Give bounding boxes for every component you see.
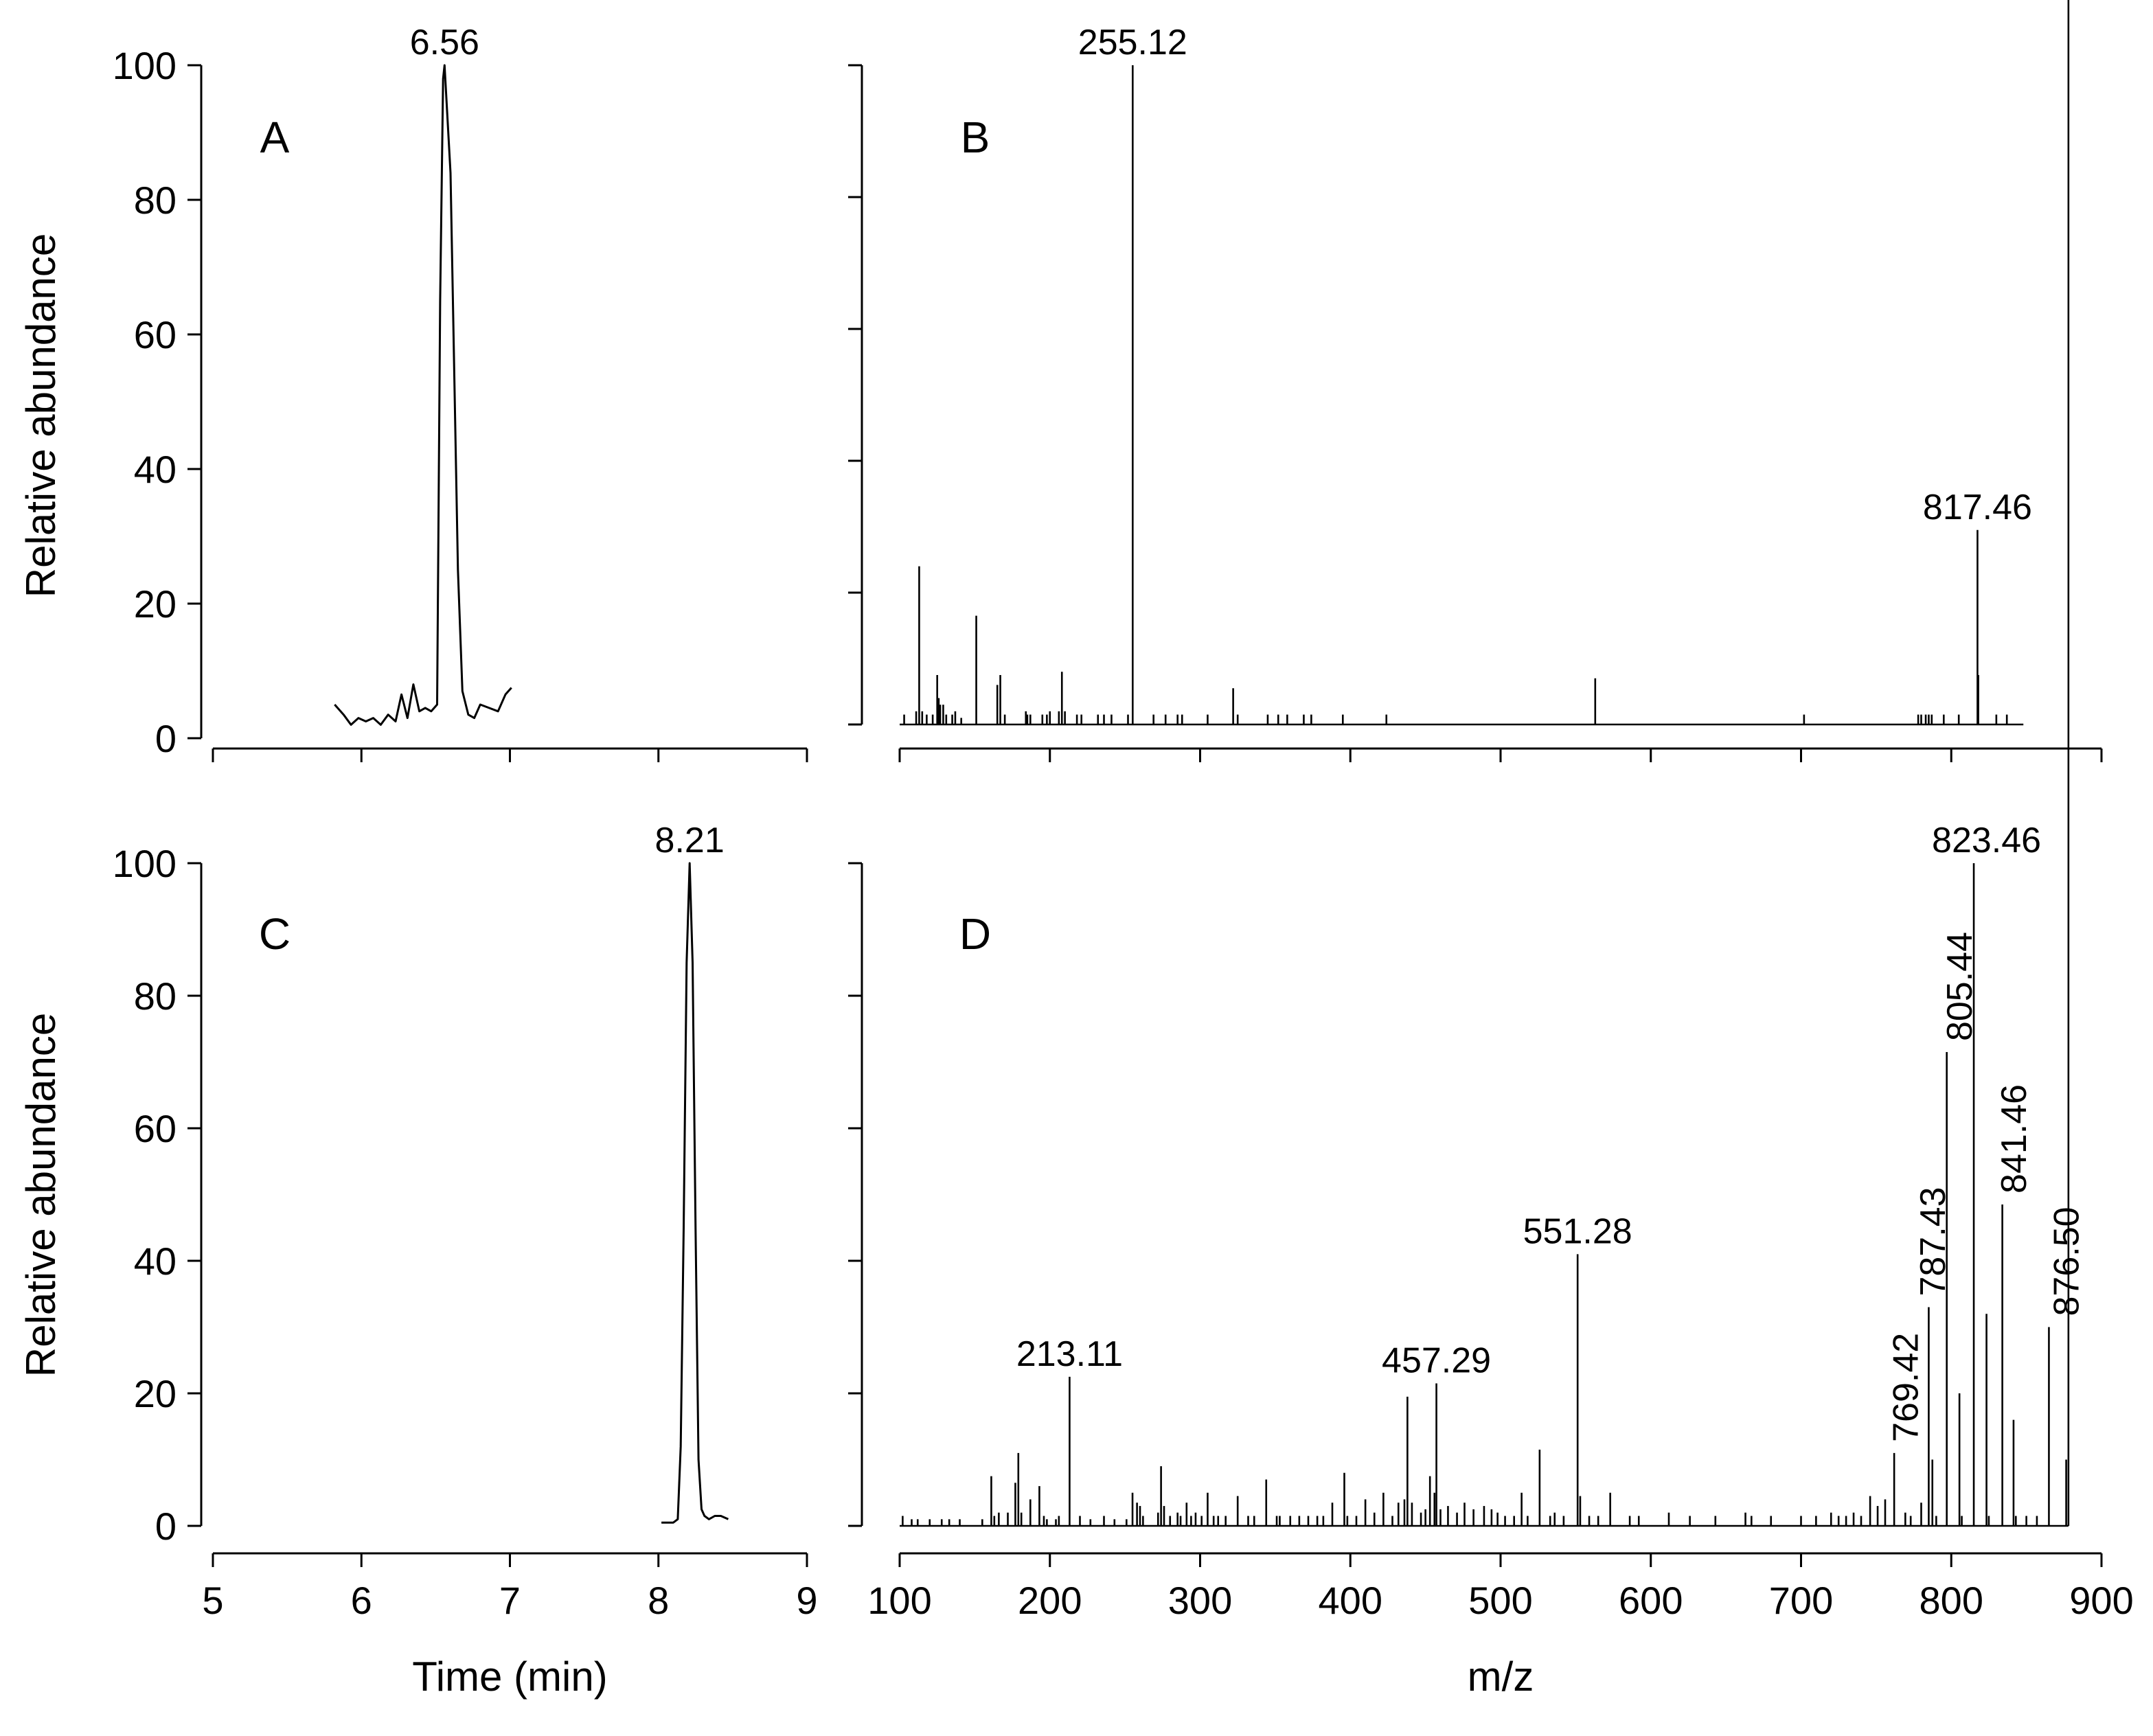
x-tick-label-c: 8 bbox=[648, 1579, 669, 1622]
x-tick-label-c: 6 bbox=[351, 1579, 372, 1622]
x-tick-label-c: 5 bbox=[202, 1579, 223, 1622]
chromatogram-trace-c bbox=[661, 862, 729, 1524]
x-tick-label-d: 700 bbox=[1769, 1579, 1833, 1622]
y-tick-label-a: 60 bbox=[134, 313, 176, 356]
x-axis-title-c: Time (min) bbox=[412, 1654, 607, 1700]
peak-label-d: 823.46 bbox=[1932, 821, 2041, 860]
y-tick-label-c: 40 bbox=[134, 1240, 176, 1283]
x-tick-label-d: 400 bbox=[1319, 1579, 1382, 1622]
peak-label-b: 817.46 bbox=[1923, 488, 2032, 527]
peak-label-d: 876.50 bbox=[2047, 1207, 2087, 1316]
peak-label-d: 213.11 bbox=[1016, 1334, 1123, 1374]
y-tick-label-a: 0 bbox=[155, 717, 176, 760]
peak-label-d: 787.43 bbox=[1913, 1187, 1953, 1297]
y-tick-label-c: 100 bbox=[113, 842, 176, 885]
chromatogram-trace-a bbox=[334, 64, 512, 726]
y-axis-title-a: Relative abundance bbox=[18, 233, 64, 597]
x-tick-label-d: 300 bbox=[1168, 1579, 1232, 1622]
panel-label-b: B bbox=[961, 113, 990, 162]
panel-b: B 255.12 817.46 bbox=[848, 23, 2103, 762]
peak-label-d: 805.44 bbox=[1940, 932, 1980, 1041]
y-tick-label-a: 20 bbox=[134, 582, 176, 626]
peak-label-a: 6.56 bbox=[410, 23, 479, 62]
panel-d: 100 200 300 400 500 600 700 800 900 Dm/z 213.11 457… bbox=[848, 0, 2134, 1700]
peak-label-b: 255.12 bbox=[1078, 23, 1187, 62]
y-tick-label-a: 80 bbox=[134, 179, 176, 222]
x-tick-label-d: 900 bbox=[2069, 1579, 2133, 1622]
panel-label-c: C bbox=[259, 909, 291, 959]
x-tick-label-d: 200 bbox=[1018, 1579, 1082, 1622]
x-tick-label-c: 9 bbox=[796, 1579, 817, 1622]
x-tick-label-d: 500 bbox=[1468, 1579, 1532, 1622]
y-axis-title-c: Relative abundance bbox=[18, 1013, 64, 1377]
panel-label-d: D bbox=[959, 909, 991, 959]
y-tick-label-c: 80 bbox=[134, 974, 176, 1018]
x-tick-label-d: 100 bbox=[867, 1579, 931, 1622]
peak-label-c: 8.21 bbox=[655, 821, 725, 860]
panel-c: 0 20 40 60 80 100 5 6 7 8 9 C Relative abundance Time… bbox=[18, 821, 818, 1700]
y-tick-label-a: 40 bbox=[134, 448, 176, 491]
x-tick-label-c: 7 bbox=[499, 1579, 521, 1622]
y-tick-label-c: 60 bbox=[134, 1107, 176, 1150]
peak-label-d: 841.46 bbox=[1994, 1084, 2034, 1194]
y-tick-label-c: 0 bbox=[155, 1505, 176, 1548]
peak-label-d: 551.28 bbox=[1523, 1211, 1632, 1251]
peak-label-d: 769.42 bbox=[1886, 1333, 1926, 1442]
x-tick-label-d: 800 bbox=[1920, 1579, 1983, 1622]
panel-a: 0 20 40 60 80 100 A Relative abundance 6.56 bbox=[18, 23, 808, 762]
y-tick-label-a: 100 bbox=[113, 44, 176, 87]
y-tick-label-c: 20 bbox=[134, 1372, 176, 1415]
x-tick-label-d: 600 bbox=[1619, 1579, 1683, 1622]
x-axis-title-d: m/z bbox=[1468, 1654, 1534, 1700]
peak-label-d: 457.29 bbox=[1382, 1341, 1491, 1381]
panel-label-a: A bbox=[260, 113, 290, 162]
